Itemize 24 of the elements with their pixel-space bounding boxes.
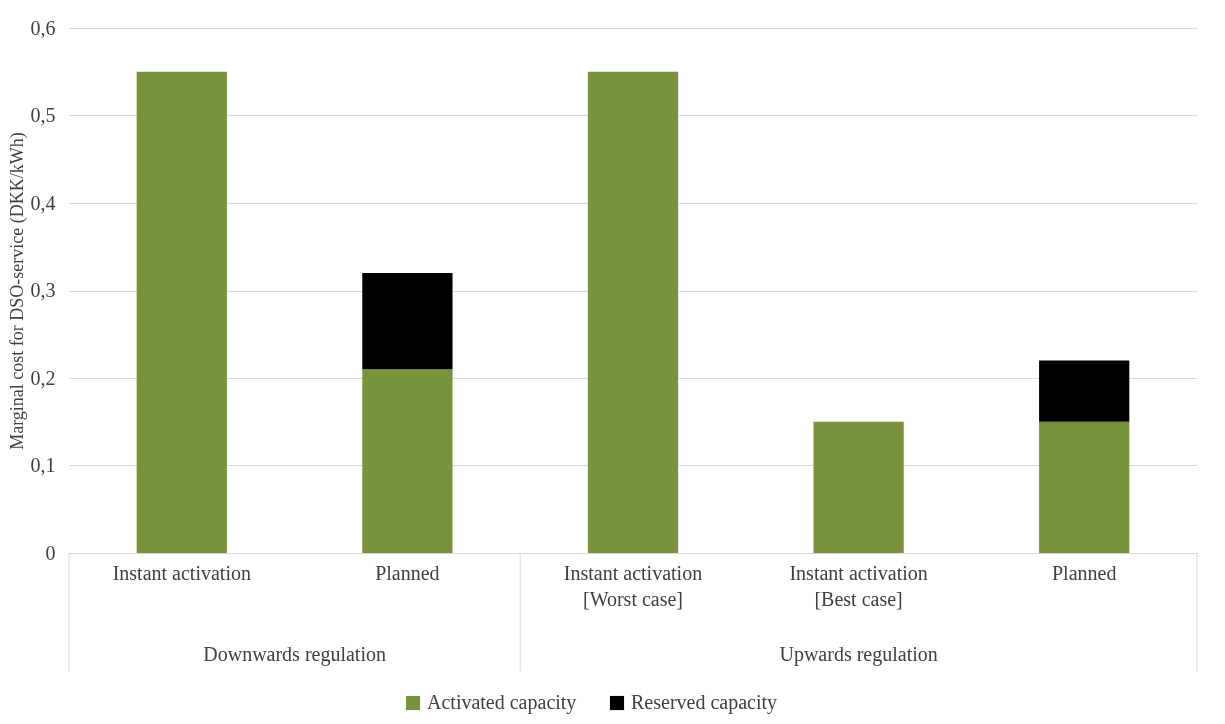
y-tick-label: 0,5: [30, 104, 56, 126]
text: Upwards regulation: [779, 643, 938, 666]
x-tick-label: Instant activation [Worst case]: [563, 561, 703, 610]
x-tick-label: Planned: [1051, 561, 1117, 584]
text: Downwards regulation: [203, 643, 386, 666]
bar: [1039, 421, 1130, 553]
y-tick-label: 0,2: [30, 366, 56, 389]
bar: [813, 421, 904, 553]
bar: [136, 71, 227, 553]
bar: [587, 71, 679, 553]
x-tick-label: Instant activation: [112, 561, 251, 584]
x-tick-label: Planned: [375, 561, 440, 584]
y-tick-label: 0,4: [30, 191, 56, 214]
legend-label: Activated capacity: [427, 691, 577, 714]
y-tick-label: 0,1: [30, 454, 56, 476]
y-axis-title: Marginal cost for DSO-service (DKK/kWh): [6, 132, 28, 450]
y-tick-label: 0,3: [30, 279, 56, 301]
bar: [362, 369, 453, 553]
y-tick-label: 0,6: [30, 16, 56, 39]
x-tick-label: Instant activation [Best case]: [789, 561, 928, 610]
legend-label: Reserved capacity: [631, 691, 778, 714]
bar: [362, 273, 453, 370]
y-tick-label: 0: [45, 541, 56, 564]
bar: [1039, 360, 1130, 422]
